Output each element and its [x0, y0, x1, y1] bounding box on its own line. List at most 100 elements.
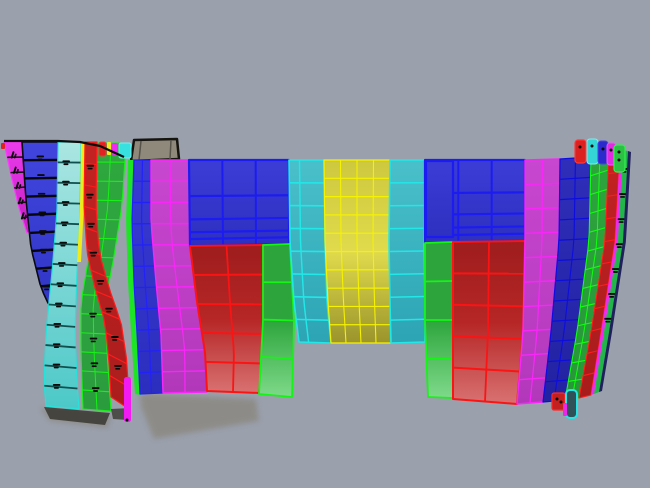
bottom-tab-left-magenta[interactable]: [124, 377, 131, 422]
panel-id-label: [36, 155, 45, 161]
panel-row-joint: [107, 353, 128, 365]
panel-id-label: [96, 279, 105, 285]
panel-id-label: [86, 193, 94, 199]
panel-row-joint: [84, 184, 97, 188]
yellow-fine-grid[interactable]: [323, 159, 392, 344]
big-red-panel-field-right[interactable]: [452, 240, 526, 405]
panel-col-joint: [553, 157, 577, 402]
panel-id-label: [105, 307, 113, 313]
panel-row-joint: [189, 229, 290, 234]
shadow-main: [140, 393, 259, 439]
panel-id-label: [41, 267, 50, 272]
panel-id-label: [58, 262, 66, 267]
top-rim-line: [4, 139, 125, 158]
panel-id-label: [55, 302, 63, 308]
tip-red-corner[interactable]: [1, 143, 5, 149]
panel-id-label: [20, 212, 27, 220]
panel-row-joint: [29, 230, 57, 235]
panel-id-label: [91, 387, 100, 392]
tip-cyan[interactable]: [118, 142, 132, 159]
panel-row-joint: [189, 194, 290, 198]
panel-row-joint: [606, 194, 618, 197]
panel-row-joint: [48, 303, 76, 308]
panel-row-joint: [605, 216, 617, 220]
label-dot: [609, 148, 613, 152]
panel-id-label: [59, 241, 67, 247]
big-blue-panel-field-left[interactable]: [187, 158, 291, 248]
gray-box: [129, 137, 181, 163]
edge-dark-strip-surface: [599, 151, 631, 392]
bottom-tab-cyan-outline[interactable]: [565, 389, 578, 419]
panel-row-joint: [591, 327, 602, 332]
panel-row-joint: [44, 364, 77, 369]
green-column-right[interactable]: [424, 241, 454, 399]
panel-row-joint: [46, 323, 76, 328]
green-column-left[interactable]: [258, 243, 295, 398]
panel-id-label: [87, 222, 95, 228]
panel-row-joint: [52, 263, 78, 267]
panel-row-joint: [57, 202, 81, 205]
panel-id-label: [52, 383, 61, 389]
panel-row-joint: [389, 295, 425, 299]
edge-magenta-strip[interactable]: [591, 150, 623, 395]
panel-row-joint: [27, 212, 58, 216]
blue-column-a[interactable]: [131, 159, 164, 395]
tab-green[interactable]: [613, 144, 626, 173]
panel-row-joint: [390, 318, 426, 321]
bottom-tab-magenta-sliver[interactable]: [563, 403, 567, 416]
panel-id-label: [89, 337, 98, 343]
panel-row-joint: [45, 344, 76, 349]
panel-id-label: [39, 230, 47, 235]
label-dot: [617, 150, 621, 154]
cyan-column-c[interactable]: [388, 159, 426, 344]
label-dot: [617, 158, 621, 162]
panel-col-joint: [339, 159, 347, 344]
panel-id-label: [90, 362, 99, 368]
blue-labeled-column[interactable]: [21, 141, 59, 304]
panel-row-joint: [84, 162, 97, 166]
edge-dark-strip[interactable]: [599, 151, 631, 392]
panel-id-label: [60, 221, 69, 227]
panel-col-joint: [169, 159, 186, 393]
panel-id-label: [89, 251, 98, 257]
blue-tall-panel[interactable]: [424, 159, 455, 239]
panel-col-joint: [372, 159, 377, 344]
panel-row-joint: [604, 239, 616, 243]
underside-sliver-left: [44, 407, 110, 425]
panel-id-label: [619, 193, 627, 198]
panel-id-label: [617, 218, 626, 223]
label-dot: [578, 145, 582, 149]
tab-red[interactable]: [574, 139, 587, 164]
panel-id-label: [52, 363, 61, 369]
tab-cyan[interactable]: [586, 138, 599, 165]
panel-row-joint: [582, 372, 595, 377]
panel-id-label: [62, 180, 70, 186]
label-dot: [555, 397, 559, 401]
panel-col-joint: [356, 160, 362, 344]
panel-row-joint: [389, 250, 425, 253]
yellow-edge-strip[interactable]: [77, 142, 85, 262]
panel-id-label: [10, 151, 17, 159]
label-dot: [590, 144, 594, 148]
panel-col-joint: [221, 159, 224, 246]
panel-row-joint: [189, 236, 290, 241]
panel-row-joint: [83, 205, 97, 211]
label-dot: [559, 400, 563, 404]
panel-id-label: [37, 174, 45, 179]
edge-magenta-strip-surface: [591, 150, 623, 395]
panel-row-joint: [54, 242, 79, 246]
panel-id-label: [111, 336, 119, 341]
label-dot: [601, 147, 605, 151]
cyan-labeled-column[interactable]: [43, 141, 82, 410]
panel-row-joint: [189, 216, 290, 221]
panel-row-joint: [44, 384, 78, 390]
panel-id-label: [52, 343, 61, 349]
panel-row-joint: [95, 290, 113, 299]
red-labeled-strip[interactable]: [83, 141, 130, 410]
panel-id-label: [608, 292, 616, 298]
panel-row-joint: [601, 261, 612, 265]
panel-id-label: [56, 282, 65, 288]
panel-id-label: [62, 160, 70, 166]
